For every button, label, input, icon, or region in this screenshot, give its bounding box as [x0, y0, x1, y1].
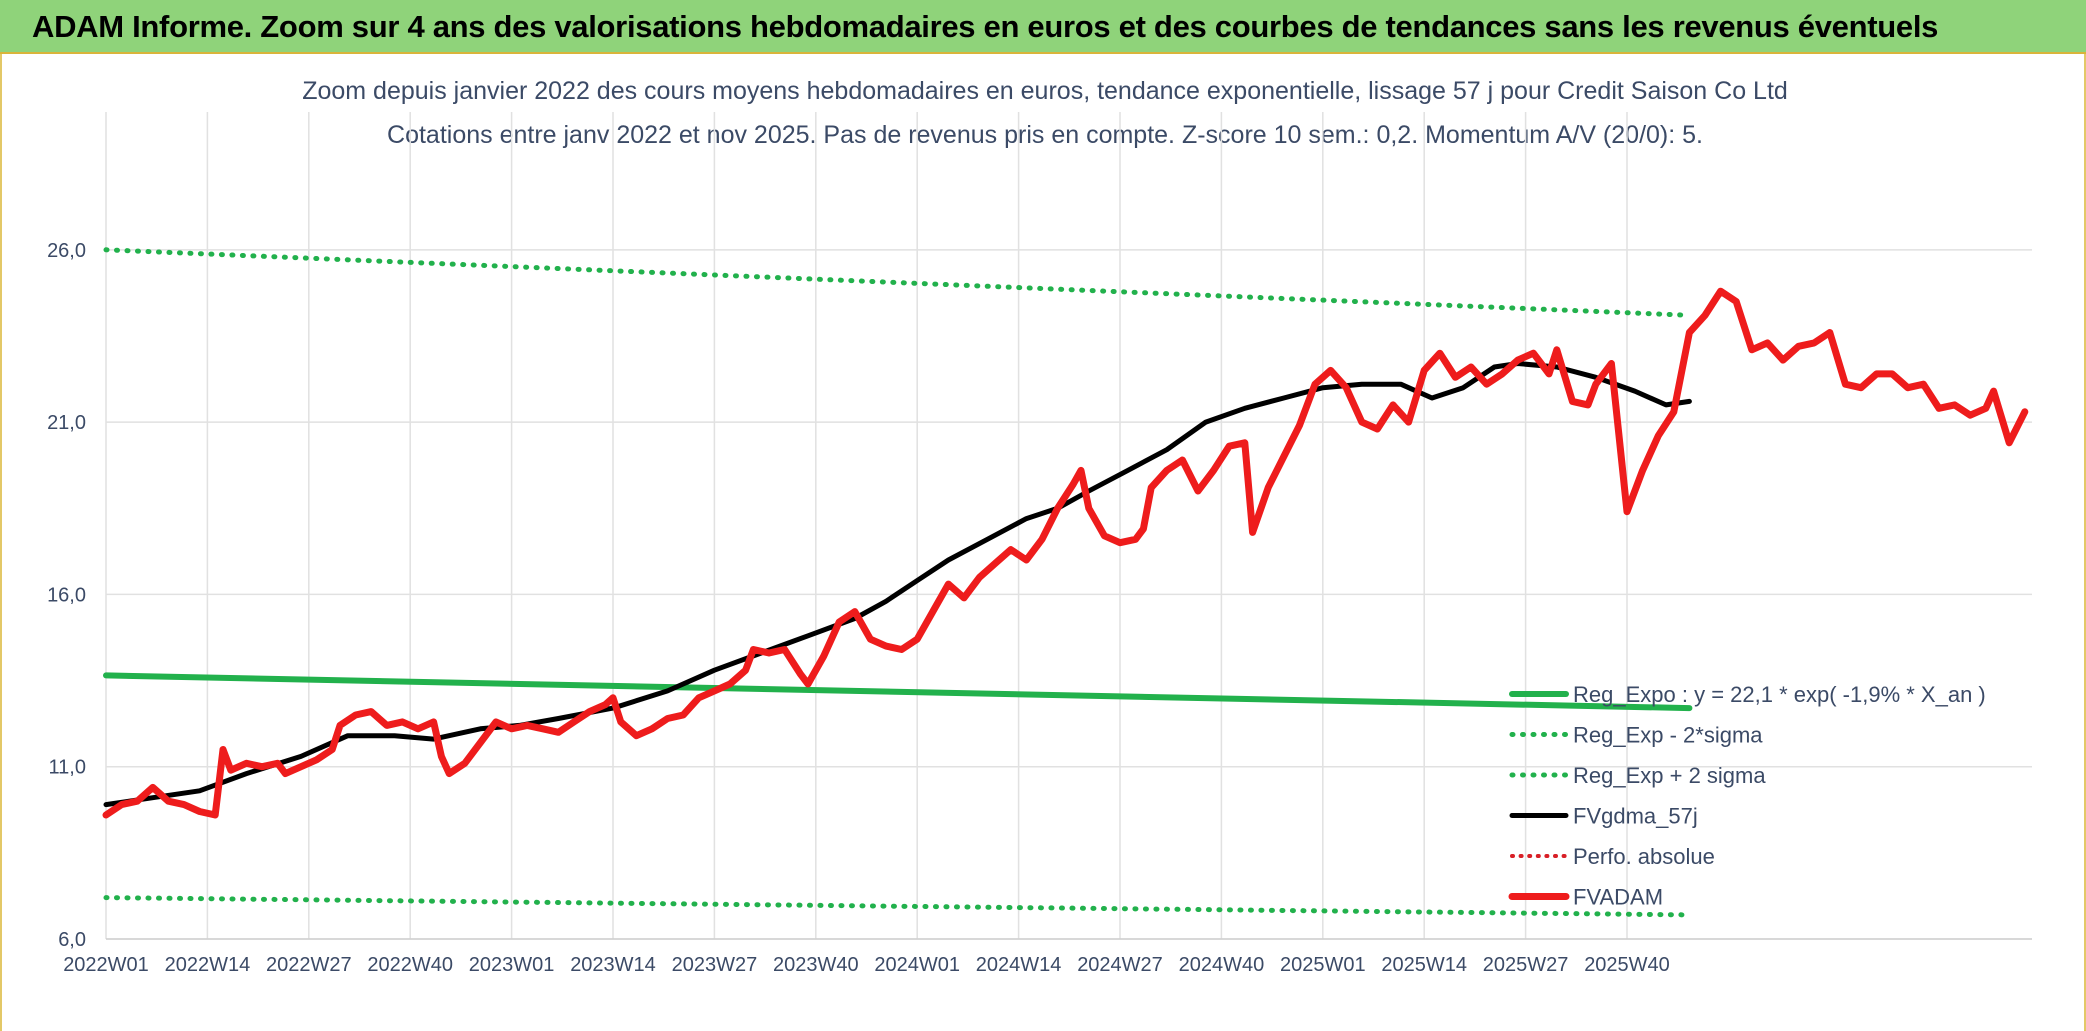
x-tick-label: 2025W27 [1483, 954, 1569, 976]
chart-frame [0, 54, 2086, 1031]
chart-title: Zoom depuis janvier 2022 des cours moyen… [302, 77, 1788, 105]
grid [105, 112, 2032, 940]
legend-label-4: Perfo. absolue [1573, 844, 1715, 869]
series-line-0 [103, 672, 1693, 712]
legend: Reg_Expo : y = 22,1 * exp( -1,9% * X_an … [1508, 682, 1986, 910]
legend-label-0: Reg_Expo : y = 22,1 * exp( -1,9% * X_an … [1573, 682, 1986, 707]
report-title: ADAM Informe. Zoom sur 4 ans des valoris… [32, 9, 1939, 44]
y-tick-label: 21,0 [47, 412, 86, 434]
legend-label-2: Reg_Exp + 2 sigma [1573, 763, 1766, 788]
x-tick-label: 2022W40 [367, 954, 453, 976]
series-line-5 [102, 287, 2029, 819]
y-tick-label: 26,0 [47, 240, 86, 262]
x-tick-label: 2024W40 [1179, 954, 1265, 976]
x-tick-label: 2023W14 [570, 954, 656, 976]
chart-subtitle: Cotations entre janv 2022 et nov 2025. P… [387, 121, 1703, 149]
x-tick-label: 2023W01 [469, 954, 555, 976]
x-tick-label: 2022W01 [63, 954, 149, 976]
series [102, 247, 2029, 918]
x-axis: 2022W01 2022W14 2022W27 2022W40 2023W01 2023W… [63, 938, 2032, 976]
report-banner: ADAM Informe. Zoom sur 4 ans des valoris… [0, 0, 2086, 54]
x-tick-label: 2025W01 [1280, 954, 1366, 976]
valuation-chart: Zoom depuis janvier 2022 des cours moyen… [47, 77, 2032, 976]
x-tick-label: 2022W27 [266, 954, 352, 976]
y-tick-label: 11,0 [49, 757, 86, 779]
series-line-1 [103, 895, 1692, 918]
x-tick-label: 2025W14 [1381, 954, 1467, 976]
legend-label-5: FVADAM [1573, 885, 1663, 910]
x-tick-label: 2024W14 [976, 954, 1062, 976]
series-line-3 [103, 361, 1692, 808]
series-line-2 [103, 247, 1692, 318]
x-tick-label: 2024W01 [874, 954, 960, 976]
x-tick-label: 2025W40 [1584, 954, 1670, 976]
legend-label-1: Reg_Exp - 2*sigma [1573, 723, 1763, 748]
x-tick-label: 2023W40 [773, 954, 859, 976]
y-axis: 6,0 11,0 16,0 21,0 26,0 [47, 240, 86, 951]
x-tick-label: 2024W27 [1077, 954, 1163, 976]
legend-label-3: FVgdma_57j [1573, 804, 1698, 829]
y-tick-label: 6,0 [58, 929, 86, 951]
x-tick-label: 2022W14 [165, 954, 251, 976]
y-tick-label: 16,0 [47, 584, 86, 606]
x-tick-label: 2023W27 [672, 954, 758, 976]
